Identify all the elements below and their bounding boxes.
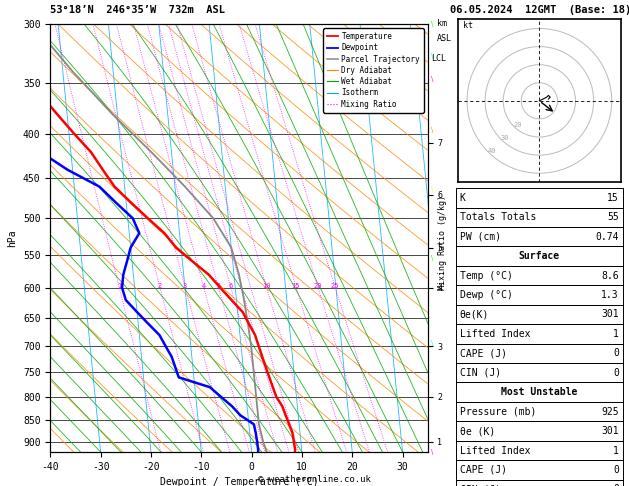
Text: \: \ <box>431 76 433 83</box>
Text: 0: 0 <box>613 368 619 378</box>
Text: CIN (J): CIN (J) <box>460 485 501 486</box>
Text: Most Unstable: Most Unstable <box>501 387 577 397</box>
Text: 15: 15 <box>607 193 619 203</box>
Text: 2: 2 <box>157 283 162 289</box>
Text: Dewp (°C): Dewp (°C) <box>460 290 513 300</box>
Text: 0: 0 <box>613 348 619 358</box>
Text: 1: 1 <box>613 329 619 339</box>
Text: \: \ <box>431 21 433 27</box>
Text: \: \ <box>431 255 433 261</box>
Text: km: km <box>437 19 447 29</box>
Text: 55: 55 <box>607 212 619 222</box>
Text: 301: 301 <box>601 426 619 436</box>
Text: \: \ <box>431 449 433 455</box>
Text: 15: 15 <box>292 283 300 289</box>
Text: Temp (°C): Temp (°C) <box>460 271 513 280</box>
Text: 6: 6 <box>228 283 233 289</box>
Text: Mixing Ratio (g/kg): Mixing Ratio (g/kg) <box>438 195 447 291</box>
Text: 53°18’N  246°35’W  732m  ASL: 53°18’N 246°35’W 732m ASL <box>50 4 225 15</box>
Text: CAPE (J): CAPE (J) <box>460 465 507 475</box>
Text: \: \ <box>431 186 433 191</box>
Text: CAPE (J): CAPE (J) <box>460 348 507 358</box>
Y-axis label: hPa: hPa <box>8 229 18 247</box>
Text: PW (cm): PW (cm) <box>460 232 501 242</box>
Text: 10: 10 <box>262 283 270 289</box>
Legend: Temperature, Dewpoint, Parcel Trajectory, Dry Adiabat, Wet Adiabat, Isotherm, Mi: Temperature, Dewpoint, Parcel Trajectory… <box>323 28 424 112</box>
Text: 4: 4 <box>201 283 206 289</box>
Text: 5: 5 <box>216 283 220 289</box>
Text: 0: 0 <box>613 465 619 475</box>
Text: Lifted Index: Lifted Index <box>460 446 530 455</box>
X-axis label: Dewpoint / Temperature (°C): Dewpoint / Temperature (°C) <box>160 477 318 486</box>
Text: 8.6: 8.6 <box>601 271 619 280</box>
Text: 40: 40 <box>487 148 496 154</box>
Text: 1.3: 1.3 <box>601 290 619 300</box>
Text: θe (K): θe (K) <box>460 426 495 436</box>
Text: Lifted Index: Lifted Index <box>460 329 530 339</box>
Text: 20: 20 <box>313 283 322 289</box>
Text: 925: 925 <box>601 407 619 417</box>
Text: 25: 25 <box>331 283 339 289</box>
Text: θe(K): θe(K) <box>460 310 489 319</box>
Text: 06.05.2024  12GMT  (Base: 18): 06.05.2024 12GMT (Base: 18) <box>450 4 629 15</box>
Text: 0.74: 0.74 <box>596 232 619 242</box>
Text: Surface: Surface <box>519 251 560 261</box>
Text: 1: 1 <box>613 446 619 455</box>
Text: 301: 301 <box>601 310 619 319</box>
Text: kt: kt <box>464 21 474 31</box>
Text: \: \ <box>431 340 433 346</box>
Text: Pressure (mb): Pressure (mb) <box>460 407 536 417</box>
Text: © weatheronline.co.uk: © weatheronline.co.uk <box>258 474 371 484</box>
Text: \: \ <box>431 53 433 59</box>
Text: 0: 0 <box>613 485 619 486</box>
Text: CIN (J): CIN (J) <box>460 368 501 378</box>
Text: 20: 20 <box>513 122 522 128</box>
Text: K: K <box>460 193 465 203</box>
Text: \: \ <box>431 127 433 133</box>
Text: Totals Totals: Totals Totals <box>460 212 536 222</box>
Text: 3: 3 <box>183 283 187 289</box>
Text: LCL: LCL <box>431 54 447 63</box>
Text: 30: 30 <box>500 135 509 141</box>
Text: ASL: ASL <box>437 34 452 43</box>
Text: 1: 1 <box>117 283 121 289</box>
